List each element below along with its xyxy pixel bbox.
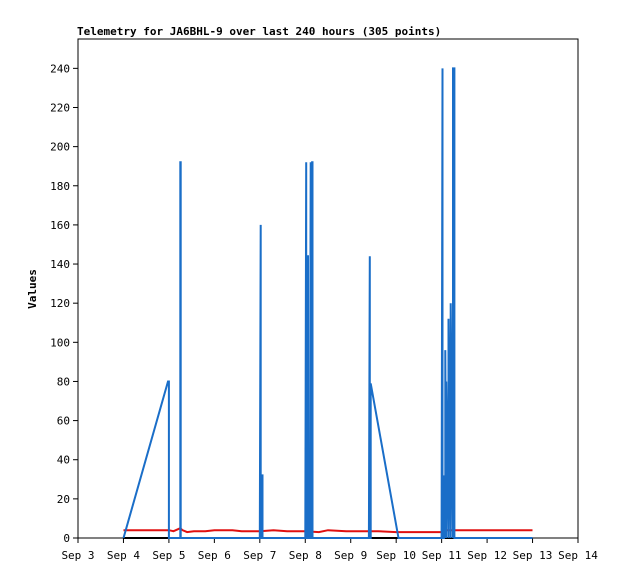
x-tick-label: Sep 7: [243, 549, 276, 562]
x-tick-label: Sep 10: [376, 549, 416, 562]
y-tick-label: 220: [50, 101, 70, 114]
x-tick-label: Sep 3: [61, 549, 94, 562]
y-tick-label: 140: [50, 258, 70, 271]
y-tick-label: 80: [57, 375, 70, 388]
x-tick-label: Sep 11: [422, 549, 462, 562]
x-tick-label: Sep 13: [513, 549, 553, 562]
x-tick-label: Sep 14: [558, 549, 598, 562]
series-line-red: [123, 527, 533, 534]
y-axis-ticks: 0 20 40 60 80 100 120 140 160 180 200 220 240: [50, 62, 78, 545]
x-tick-label: Sep 9: [334, 549, 367, 562]
x-tick-label: Sep 5: [152, 549, 185, 562]
x-tick-label: Sep 6: [198, 549, 231, 562]
y-tick-label: 120: [50, 297, 70, 310]
y-tick-label: 100: [50, 336, 70, 349]
chart-title: Telemetry for JA6BHL-9 over last 240 hou…: [77, 25, 441, 38]
y-tick-label: 0: [63, 532, 70, 545]
y-tick-label: 240: [50, 62, 70, 75]
series-line-blue: [122, 67, 533, 539]
y-axis-label: Values: [26, 269, 39, 309]
x-tick-label: Sep 4: [107, 549, 140, 562]
series-layer: [122, 67, 533, 539]
x-tick-label: Sep 8: [289, 549, 322, 562]
x-axis-ticks: Sep 3 Sep 4 Sep 5 Sep 6 Sep 7 Sep 8 Sep 9 Sep 1…: [61, 538, 598, 562]
y-tick-label: 20: [57, 493, 70, 506]
plot-frame: [77, 38, 579, 539]
y-tick-label: 200: [50, 141, 70, 154]
y-tick-label: 40: [57, 454, 70, 467]
x-tick-label: Sep 12: [467, 549, 507, 562]
y-tick-label: 180: [50, 180, 70, 193]
y-tick-label: 60: [57, 415, 70, 428]
y-tick-label: 160: [50, 219, 70, 232]
